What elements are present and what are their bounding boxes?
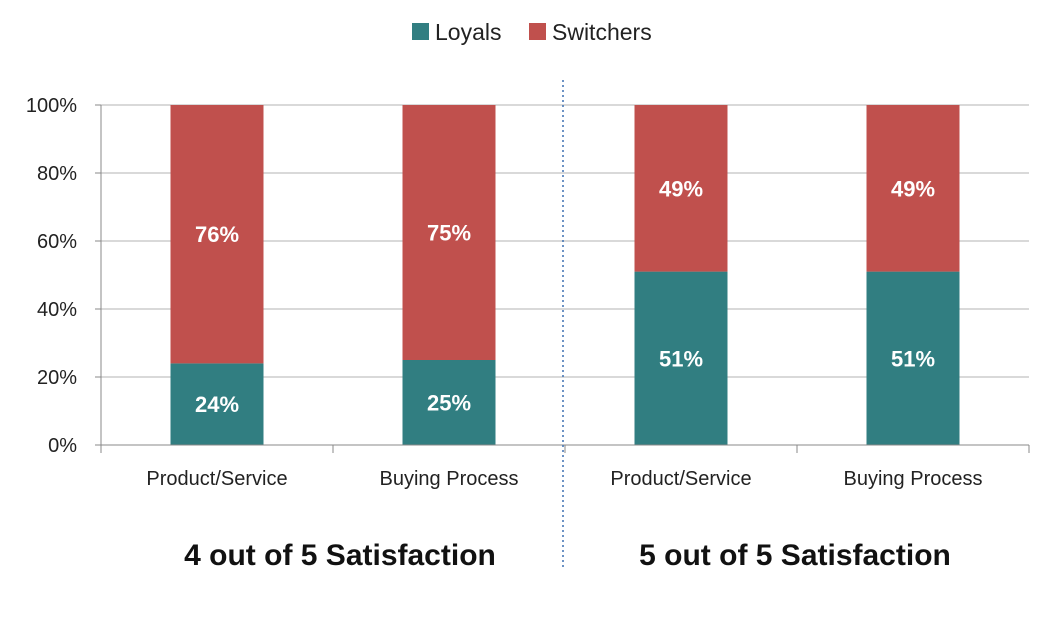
data-label: 49% <box>891 176 935 201</box>
legend: Loyals Switchers <box>412 19 652 45</box>
data-label: 24% <box>195 392 239 417</box>
legend-label-loyals: Loyals <box>435 19 501 45</box>
category-labels: Product/Service Buying Process Product/Ser… <box>146 468 982 490</box>
y-tick-label: 100% <box>26 95 77 117</box>
category-label: Buying Process <box>380 468 519 490</box>
group-label-5-of-5: 5 out of 5 Satisfaction <box>639 539 951 572</box>
category-label: Product/Service <box>610 468 751 490</box>
legend-swatch-loyals <box>412 23 429 40</box>
y-tick-label: 40% <box>37 299 77 321</box>
y-tick-label: 20% <box>37 367 77 389</box>
bar-loyals <box>866 271 960 445</box>
bar-loyals <box>402 360 496 445</box>
group-label-4-of-5: 4 out of 5 Satisfaction <box>184 539 496 572</box>
bar-switchers <box>866 105 960 272</box>
x-axis <box>100 444 1030 453</box>
data-label: 76% <box>195 222 239 247</box>
bar-switchers <box>634 105 728 272</box>
legend-label-switchers: Switchers <box>552 19 652 45</box>
legend-swatch-switchers <box>529 23 546 40</box>
bar-loyals <box>634 271 728 445</box>
data-label: 25% <box>427 391 471 416</box>
y-tick-label: 60% <box>37 231 77 253</box>
category-label: Product/Service <box>146 468 287 490</box>
data-label: 51% <box>891 346 935 371</box>
data-label: 51% <box>659 346 703 371</box>
bar-loyals <box>170 363 264 445</box>
data-label: 75% <box>427 221 471 246</box>
bar-switchers <box>402 105 496 360</box>
y-axis-ticks: 0% 20% 40% 60% 80% 100% <box>26 95 102 457</box>
data-label: 49% <box>659 176 703 201</box>
category-label: Buying Process <box>844 468 983 490</box>
y-tick-label: 0% <box>48 435 77 457</box>
bars: 24% 76% 25% 75% 51% 49% 51% 49% <box>170 105 960 445</box>
bar-switchers <box>170 105 264 364</box>
y-tick-label: 80% <box>37 163 77 185</box>
